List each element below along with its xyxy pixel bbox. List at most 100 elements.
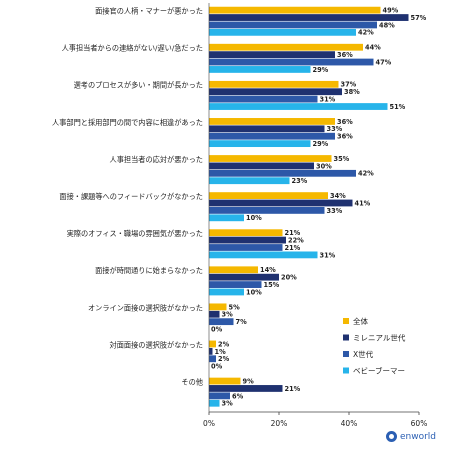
bar xyxy=(209,303,227,311)
bar xyxy=(209,199,353,207)
value-label: 36% xyxy=(337,118,353,126)
value-label: 36% xyxy=(337,133,353,141)
category-label: 対面面接の選択肢がなかった xyxy=(110,340,203,349)
bar xyxy=(209,281,262,288)
x-tick-label: 0% xyxy=(203,419,215,428)
category-label: 面接官の人柄・マナーが悪かった xyxy=(95,7,203,16)
bar xyxy=(209,125,325,133)
bar xyxy=(209,14,409,21)
value-label: 21% xyxy=(285,244,301,252)
bar xyxy=(209,28,356,36)
bar xyxy=(209,43,363,51)
category-label: オンライン面接の選択肢がなかった xyxy=(88,303,203,312)
bar xyxy=(209,273,279,281)
bar xyxy=(209,21,377,29)
category-label: 選考のプロセスが多い・期間が長かった xyxy=(74,81,203,90)
value-label: 1% xyxy=(215,348,227,356)
value-label: 51% xyxy=(390,103,406,111)
bar xyxy=(209,251,318,259)
bar xyxy=(209,51,335,59)
bar xyxy=(209,169,356,177)
bar xyxy=(209,385,283,392)
category-label: 面接が時間通りに始まらなかった xyxy=(95,266,203,275)
value-label: 31% xyxy=(320,251,336,259)
bar xyxy=(209,66,311,73)
value-label: 29% xyxy=(313,140,329,148)
value-label: 10% xyxy=(246,214,262,222)
value-label: 48% xyxy=(379,21,395,29)
category-label: 面接・課題等へのフィードバックがなかった xyxy=(59,192,203,201)
x-tick-label: 20% xyxy=(271,419,288,428)
bar xyxy=(209,88,342,96)
legend-swatch xyxy=(343,351,349,357)
legend-label: ミレニアル世代 xyxy=(353,333,406,343)
value-label: 36% xyxy=(337,51,353,59)
value-label: 42% xyxy=(358,170,374,178)
value-label: 14% xyxy=(260,266,276,274)
value-label: 9% xyxy=(243,377,255,385)
bar xyxy=(209,399,220,407)
legend-label: 全体 xyxy=(353,316,368,326)
value-label: 57% xyxy=(411,14,427,22)
value-label: 34% xyxy=(330,192,346,200)
bar xyxy=(209,229,283,237)
x-axis: 0% 20% 40% 60% xyxy=(203,3,427,428)
category-label: 実際のオフィス・職場の雰囲気が悪かった xyxy=(67,229,203,238)
bar xyxy=(209,340,216,348)
value-label: 7% xyxy=(236,318,248,326)
bar-group xyxy=(209,6,409,407)
value-label: 35% xyxy=(334,155,350,163)
category-labels: 面接官の人柄・マナーが悪かった人事担当者からの連絡がない/遅い/急だった選考のプ… xyxy=(52,7,203,387)
category-label: その他 xyxy=(181,377,203,386)
value-label: 0% xyxy=(211,325,223,333)
bar xyxy=(209,132,335,140)
value-labels: 49%57%48%42%44%36%47%29%37%38%31%51%36%3… xyxy=(211,7,427,408)
bar xyxy=(209,310,220,318)
bar xyxy=(209,207,325,214)
value-label: 6% xyxy=(232,392,244,400)
enworld-logo: enworld xyxy=(385,431,436,442)
value-label: 44% xyxy=(365,44,381,52)
value-label: 33% xyxy=(327,125,343,133)
legend-swatch xyxy=(343,318,349,324)
value-label: 41% xyxy=(355,199,371,207)
bar xyxy=(209,347,213,355)
value-label: 2% xyxy=(218,355,230,363)
value-label: 29% xyxy=(313,66,329,74)
bar xyxy=(209,58,374,66)
bar xyxy=(209,244,283,251)
bar xyxy=(209,288,244,296)
value-label: 20% xyxy=(281,274,297,282)
value-label: 37% xyxy=(341,81,357,89)
value-label: 38% xyxy=(344,88,360,96)
bar xyxy=(209,155,332,162)
bar xyxy=(209,162,314,170)
value-label: 49% xyxy=(383,7,399,15)
bar xyxy=(209,236,286,244)
bar xyxy=(209,192,328,199)
value-label: 0% xyxy=(211,363,223,371)
category-label: 人事担当者の応対が悪かった xyxy=(110,155,203,164)
bar xyxy=(209,103,388,110)
bar xyxy=(209,118,335,125)
x-tick-label: 40% xyxy=(341,419,358,428)
legend-swatch xyxy=(343,334,349,341)
value-label: 31% xyxy=(320,96,336,104)
bar xyxy=(209,214,244,222)
category-label: 人事担当者からの連絡がない/遅い/急だった xyxy=(62,44,203,53)
bar xyxy=(209,318,234,326)
enworld-logo-text: enworld xyxy=(399,431,436,442)
bar xyxy=(209,266,258,274)
value-label: 10% xyxy=(246,288,262,296)
value-label: 3% xyxy=(222,400,234,408)
bar xyxy=(209,392,230,400)
value-label: 33% xyxy=(327,207,343,215)
bar xyxy=(209,80,339,88)
bar xyxy=(209,6,381,14)
value-label: 2% xyxy=(218,340,230,348)
value-label: 47% xyxy=(376,58,392,66)
enworld-logo-icon xyxy=(385,431,397,442)
value-label: 5% xyxy=(229,303,241,311)
bar xyxy=(209,355,216,363)
